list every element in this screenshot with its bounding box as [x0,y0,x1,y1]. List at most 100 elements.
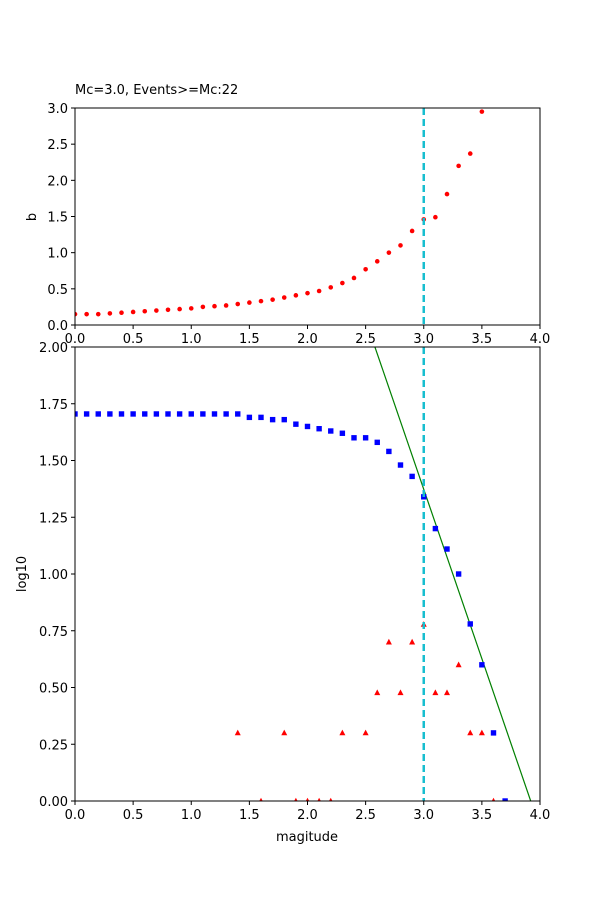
top-x-tick-label: 0.5 [123,332,144,347]
data-point-square [188,411,194,417]
data-point-dot [165,307,171,313]
chart-title: Mc=3.0, Events>=Mc:22 [75,83,238,98]
data-point-dot [444,191,450,197]
bottom-plot-area [75,347,532,801]
bottom-x-tick-label: 2.5 [355,808,376,823]
data-point-square [455,571,462,577]
data-point-dot [188,306,194,311]
top-plot-frame [74,107,541,326]
top-x-tick-label: 0.0 [65,332,86,347]
data-point-dot [258,298,264,304]
data-point-dot [177,306,182,312]
data-point-square [304,423,311,430]
data-point-dot [95,311,101,317]
y-axis-label-b: b [25,213,40,221]
data-point-dot [340,280,345,286]
data-point-triangle [259,797,263,801]
top-x-tick-label: 3.0 [413,332,434,347]
data-point-square [107,411,113,417]
data-point-dot [328,285,334,290]
bottom-x-tick-label: 3.0 [413,808,434,823]
data-point-square [258,414,264,421]
log10-panel: log10 magitude 0.0 0.5 1.0 1.5 2.0 2.5 3.0 3.5 4… [15,341,550,845]
data-point-dot [107,311,113,316]
top-y-tick-label: 0.5 [47,283,68,298]
data-point-square [223,411,229,417]
data-point-dot [142,308,148,314]
data-point-dot [119,310,124,316]
data-point-dot [84,311,89,317]
data-point-square [316,426,322,432]
bottom-x-tick-label: 1.0 [181,808,202,823]
b-value-panel: Mc=3.0, Events>=Mc:22 b 0.0 0.5 1.0 1.5 2.0 2… [25,83,550,347]
data-point-triangle [409,638,416,645]
data-point-square [176,411,183,417]
data-point-dot [200,304,206,310]
bottom-plot-frame [74,346,541,802]
data-point-square [409,473,415,480]
bottom-x-tick-label: 1.5 [239,808,260,823]
data-point-dot [223,303,229,308]
data-point-dot [154,308,159,313]
bottom-x-tick-label: 2.0 [297,808,318,823]
data-point-dot [456,163,461,169]
data-point-dot [398,243,403,248]
data-point-triangle [491,797,496,801]
bottom-x-tick-label: 0.5 [123,808,144,823]
top-x-tick-label: 2.5 [355,332,376,347]
data-point-square [502,798,508,801]
data-point-square [269,416,276,423]
data-point-dot [479,109,485,114]
data-point-dot [374,259,380,264]
data-point-triangle [339,729,346,736]
top-plot-area [75,109,485,317]
data-point-square [165,411,171,417]
data-point-square [490,730,497,736]
bottom-y-tick-label: 1.00 [39,568,68,583]
data-point-square [246,414,253,421]
data-point-square [479,662,485,668]
bottom-y-tick-label: 1.75 [39,398,68,413]
bottom-x-tick-label: 3.5 [472,808,493,823]
bottom-y-tick-label: 2.00 [39,341,68,356]
top-y-tick-label: 0.0 [47,319,68,334]
data-point-square [118,411,125,417]
top-x-tick-label: 4.0 [530,332,551,347]
data-point-square [142,411,148,417]
data-point-square [328,428,334,434]
top-y-tick-label: 1.0 [47,247,68,262]
data-point-square [351,435,357,441]
data-point-square [444,546,450,552]
data-point-dot [293,293,299,298]
data-point-dot [351,275,357,281]
top-x-tick-label: 1.0 [181,332,202,347]
data-point-dot [363,267,368,272]
data-point-triangle [478,729,485,736]
fit-line [374,347,532,801]
data-point-dot [247,300,252,305]
data-point-dot [270,297,275,302]
x-axis-label-magnitude: magitude [276,830,338,845]
data-point-dot [433,214,438,220]
data-point-triangle [305,797,310,801]
bottom-y-tick-label: 1.25 [39,511,68,526]
data-point-triangle [317,797,321,801]
data-point-dot [75,311,78,317]
data-point-square [386,448,392,455]
bottom-y-tick-label: 0.00 [39,795,68,810]
data-point-dot [386,250,392,255]
top-y-tick-label: 2.5 [47,138,68,153]
top-y-tick-label: 2.0 [47,174,68,189]
data-point-triangle [385,638,392,645]
data-point-dot [130,309,136,315]
data-point-triangle [444,689,450,696]
data-point-dot [316,288,322,294]
data-point-triangle [432,689,439,696]
bottom-x-tick-label: 0.0 [65,808,86,823]
data-point-square [339,430,346,436]
data-point-triangle [467,729,474,736]
data-point-square [281,416,287,423]
data-point-dot [467,151,473,156]
bottom-y-tick-label: 1.50 [39,455,68,470]
